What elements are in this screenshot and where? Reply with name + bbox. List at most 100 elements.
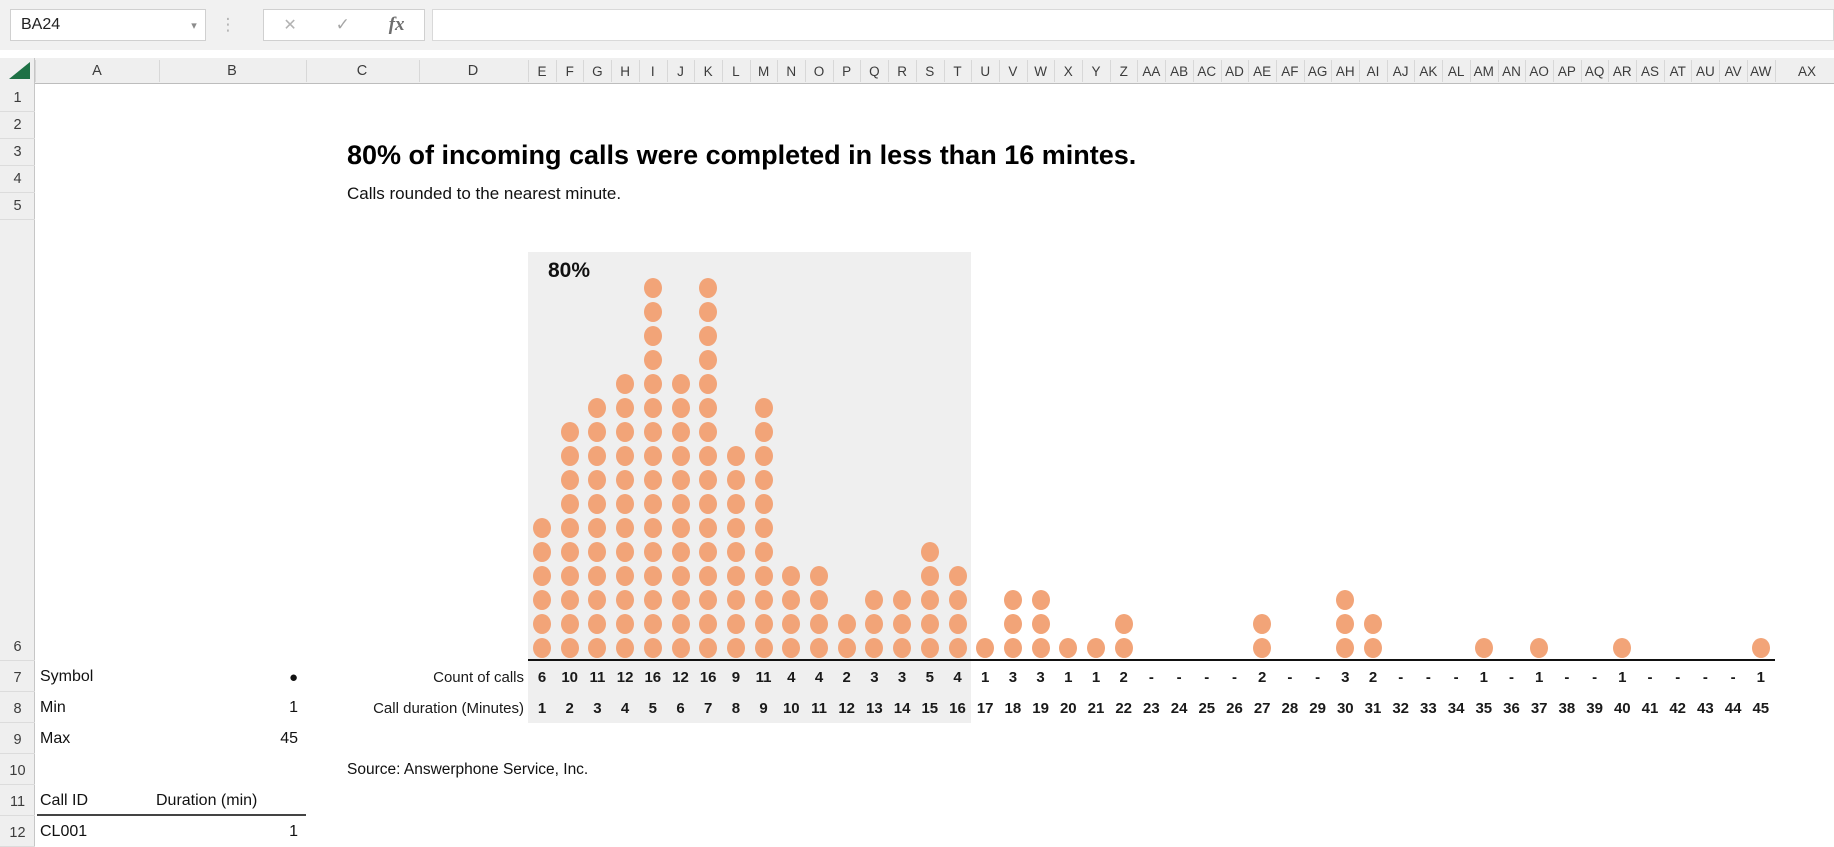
count-value-min-22[interactable]: 2 [1119, 669, 1128, 686]
column-header-AW[interactable]: AW [1750, 63, 1772, 79]
row-header-5[interactable]: 5 [0, 193, 35, 220]
duration-tick-16[interactable]: 16 [949, 700, 966, 717]
select-all-button[interactable] [0, 58, 35, 84]
column-header-Y[interactable]: Y [1091, 63, 1101, 79]
cell-call-id-value[interactable]: CL001 [40, 823, 88, 840]
row-header-2[interactable]: 2 [0, 112, 35, 139]
count-value-min-1[interactable]: 6 [537, 669, 547, 686]
count-value-min-3[interactable]: 11 [589, 669, 606, 686]
column-header-AB[interactable]: AB [1170, 63, 1189, 79]
row-header-11[interactable]: 11 [0, 785, 35, 816]
column-header-AV[interactable]: AV [1724, 63, 1742, 79]
source-note[interactable]: Source: Answerphone Service, Inc. [347, 761, 589, 778]
duration-tick-17[interactable]: 17 [976, 700, 994, 717]
count-value-min-26[interactable]: - [1232, 669, 1237, 686]
count-value-min-18[interactable]: 3 [1008, 669, 1018, 686]
row-header-1[interactable]: 1 [0, 84, 35, 112]
column-header-Q[interactable]: Q [869, 63, 880, 79]
column-header-Z[interactable]: Z [1119, 63, 1128, 79]
row-header-4[interactable]: 4 [0, 166, 35, 193]
name-box[interactable]: BA24 [10, 9, 206, 41]
column-header-U[interactable]: U [980, 63, 991, 79]
count-value-min-2[interactable]: 10 [561, 669, 579, 686]
column-header-AH[interactable]: AH [1335, 63, 1355, 79]
call-duration-label[interactable]: Call duration (Minutes) [373, 700, 524, 717]
row-header-10[interactable]: 10 [0, 754, 35, 785]
column-header-B[interactable]: B [227, 63, 237, 79]
column-header-AI[interactable]: AI [1366, 63, 1380, 79]
duration-tick-23[interactable]: 23 [1143, 700, 1160, 717]
duration-tick-13[interactable]: 13 [866, 700, 883, 717]
count-value-min-44[interactable]: - [1730, 669, 1736, 686]
count-value-min-45[interactable]: 1 [1756, 669, 1765, 686]
duration-tick-20[interactable]: 20 [1059, 700, 1077, 717]
duration-tick-27[interactable]: 27 [1253, 700, 1271, 717]
cell-symbol-value[interactable]: ● [288, 669, 298, 686]
duration-tick-6[interactable]: 6 [676, 700, 685, 717]
insert-function-icon[interactable]: fx [388, 14, 405, 35]
count-value-min-43[interactable]: - [1702, 669, 1708, 686]
duration-tick-10[interactable]: 10 [782, 700, 800, 717]
count-value-min-11[interactable]: 4 [814, 669, 824, 686]
duration-tick-7[interactable]: 7 [704, 700, 713, 717]
column-header-S[interactable]: S [925, 63, 935, 79]
duration-tick-28[interactable]: 28 [1281, 700, 1299, 717]
cell-symbol-label[interactable]: Symbol [40, 668, 94, 685]
count-value-min-39[interactable]: - [1592, 669, 1598, 686]
duration-tick-39[interactable]: 39 [1586, 700, 1603, 717]
column-header-AT[interactable]: AT [1669, 63, 1686, 79]
column-header-R[interactable]: R [897, 63, 907, 79]
column-header-AR[interactable]: AR [1612, 63, 1632, 79]
count-value-min-17[interactable]: 1 [981, 669, 990, 686]
column-header-D[interactable]: D [467, 63, 479, 79]
duration-tick-5[interactable]: 5 [648, 700, 657, 717]
cell-duration-header[interactable]: Duration (min) [156, 792, 258, 809]
duration-tick-31[interactable]: 31 [1364, 700, 1382, 717]
cancel-icon[interactable]: ✕ [283, 17, 297, 34]
row-header-3[interactable]: 3 [0, 139, 35, 166]
count-value-min-29[interactable]: - [1315, 669, 1321, 686]
duration-tick-25[interactable]: 25 [1198, 700, 1216, 717]
duration-tick-34[interactable]: 34 [1447, 700, 1465, 717]
column-header-AC[interactable]: AC [1197, 63, 1217, 79]
duration-tick-2[interactable]: 2 [565, 700, 574, 717]
row-header-7[interactable]: 7 [0, 661, 35, 692]
duration-tick-14[interactable]: 14 [893, 700, 911, 717]
column-header-G[interactable]: G [592, 63, 603, 79]
duration-tick-33[interactable]: 33 [1420, 700, 1437, 717]
count-value-min-19[interactable]: 3 [1036, 669, 1045, 686]
column-header-AF[interactable]: AF [1281, 63, 1299, 79]
column-header-L[interactable]: L [732, 63, 740, 79]
name-box-dropdown-icon[interactable]: ▾ [191, 19, 197, 32]
column-header-AD[interactable]: AD [1225, 63, 1244, 79]
cell-call-id-header[interactable]: Call ID [40, 792, 89, 809]
column-header-X[interactable]: X [1063, 63, 1073, 79]
column-header-A[interactable]: A [92, 63, 102, 79]
count-value-min-38[interactable]: - [1564, 669, 1570, 686]
column-header-AN[interactable]: AN [1502, 63, 1521, 79]
duration-tick-21[interactable]: 21 [1087, 700, 1105, 717]
duration-tick-11[interactable]: 11 [811, 700, 827, 717]
row-header-12[interactable]: 12 [0, 816, 35, 847]
cell-max-value[interactable]: 45 [280, 730, 298, 747]
count-value-min-20[interactable]: 1 [1064, 669, 1073, 686]
duration-tick-26[interactable]: 26 [1226, 700, 1243, 717]
column-header-AG[interactable]: AG [1307, 63, 1328, 79]
chart-title[interactable]: 80% of incoming calls were completed in … [347, 140, 1137, 170]
duration-tick-36[interactable]: 36 [1503, 700, 1520, 717]
column-header-W[interactable]: W [1034, 63, 1047, 79]
chart-subtitle[interactable]: Calls rounded to the nearest minute. [347, 184, 622, 203]
formula-input[interactable] [432, 9, 1834, 41]
count-value-min-4[interactable]: 12 [616, 669, 634, 686]
column-header-C[interactable]: C [356, 63, 368, 79]
count-value-min-40[interactable]: 1 [1618, 669, 1627, 686]
duration-tick-38[interactable]: 38 [1558, 700, 1576, 717]
duration-tick-44[interactable]: 44 [1724, 700, 1742, 717]
count-value-min-36[interactable]: - [1509, 669, 1514, 686]
count-value-min-13[interactable]: 3 [870, 669, 879, 686]
count-value-min-10[interactable]: 4 [787, 669, 796, 686]
column-header-O[interactable]: O [813, 63, 825, 79]
duration-tick-40[interactable]: 40 [1613, 700, 1631, 717]
count-value-min-14[interactable]: 3 [897, 669, 907, 686]
duration-tick-24[interactable]: 24 [1170, 700, 1188, 717]
